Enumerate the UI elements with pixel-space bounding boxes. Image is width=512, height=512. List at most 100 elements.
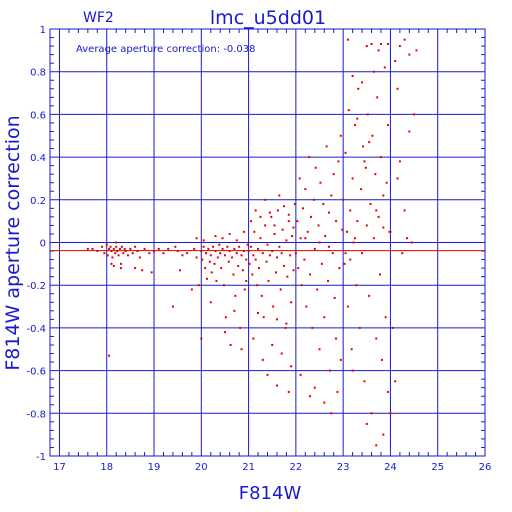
data-point: [352, 241, 355, 244]
data-point: [221, 237, 224, 240]
data-point: [391, 326, 394, 329]
data-point: [332, 173, 335, 176]
x-tick-label: 23: [337, 462, 350, 473]
data-point: [368, 294, 371, 297]
data-point: [209, 254, 212, 257]
data-point: [389, 230, 392, 233]
data-point: [119, 267, 122, 270]
data-point: [115, 241, 118, 244]
data-point: [273, 232, 276, 235]
data-point: [112, 264, 115, 267]
data-point: [291, 235, 294, 238]
data-point: [214, 250, 217, 253]
data-point: [214, 235, 217, 238]
data-point: [396, 177, 399, 180]
data-point: [405, 237, 408, 240]
data-point: [108, 354, 111, 357]
data-point: [368, 141, 371, 144]
data-point: [134, 267, 137, 270]
data-point: [223, 254, 226, 257]
data-point: [235, 239, 238, 242]
data-point: [228, 250, 231, 253]
data-point: [382, 226, 385, 229]
data-point: [385, 181, 388, 184]
data-point: [304, 188, 307, 191]
data-point: [223, 331, 226, 334]
data-point: [207, 247, 210, 250]
data-point: [272, 305, 275, 308]
data-point: [383, 66, 386, 69]
data-point: [346, 38, 349, 41]
data-point: [266, 243, 269, 246]
data-point: [323, 316, 326, 319]
data-point: [278, 245, 281, 248]
data-point: [275, 384, 278, 387]
data-point: [212, 245, 215, 248]
data-point: [379, 42, 382, 45]
data-point: [357, 87, 360, 90]
data-point: [287, 220, 290, 223]
data-point: [246, 243, 249, 246]
data-point: [91, 247, 94, 250]
data-point: [174, 245, 177, 248]
data-point: [403, 38, 406, 41]
data-point: [110, 250, 113, 253]
data-point: [275, 318, 278, 321]
data-point: [364, 166, 367, 169]
data-point: [268, 211, 271, 214]
data-point: [271, 250, 274, 253]
data-point: [213, 262, 216, 265]
plot-frame: [49, 28, 486, 457]
data-point: [290, 301, 293, 304]
data-point: [224, 316, 227, 319]
data-point: [382, 194, 385, 197]
data-point: [365, 224, 368, 227]
data-point: [285, 322, 288, 325]
y-tick-label: 0: [40, 239, 46, 250]
data-point: [153, 250, 156, 253]
data-point: [346, 305, 349, 308]
data-point: [331, 252, 334, 255]
data-point: [398, 160, 401, 163]
x-tick-label: 21: [242, 462, 255, 473]
data-point: [119, 262, 122, 265]
data-point: [347, 109, 350, 112]
data-point: [351, 74, 354, 77]
data-point: [157, 247, 160, 250]
data-point: [362, 145, 365, 148]
data-point: [249, 245, 252, 248]
data-point: [365, 45, 368, 48]
data-point: [176, 250, 179, 253]
data-point: [248, 262, 251, 265]
data-point: [323, 401, 326, 404]
data-point: [275, 271, 278, 274]
data-point: [361, 252, 364, 255]
data-point: [318, 241, 321, 244]
data-point: [305, 305, 308, 308]
data-point: [251, 273, 254, 276]
data-point: [377, 49, 380, 52]
y-tick-label: -0.8: [26, 409, 46, 420]
data-point: [280, 252, 283, 255]
data-point: [103, 252, 106, 255]
data-point: [408, 53, 411, 56]
data-point: [231, 256, 234, 259]
data-point: [257, 311, 260, 314]
data-point: [310, 215, 312, 218]
data-point: [327, 211, 330, 214]
data-point: [283, 205, 286, 208]
data-point: [320, 262, 323, 265]
data-point: [190, 288, 193, 291]
data-point: [312, 198, 315, 201]
data-point: [343, 262, 346, 265]
data-point: [298, 177, 301, 180]
data-point: [148, 252, 151, 255]
data-point: [394, 60, 397, 63]
data-point: [349, 209, 352, 212]
data-point: [370, 42, 373, 45]
data-point: [319, 181, 322, 184]
data-point: [396, 87, 399, 90]
data-point: [292, 226, 295, 229]
data-point: [109, 245, 112, 248]
